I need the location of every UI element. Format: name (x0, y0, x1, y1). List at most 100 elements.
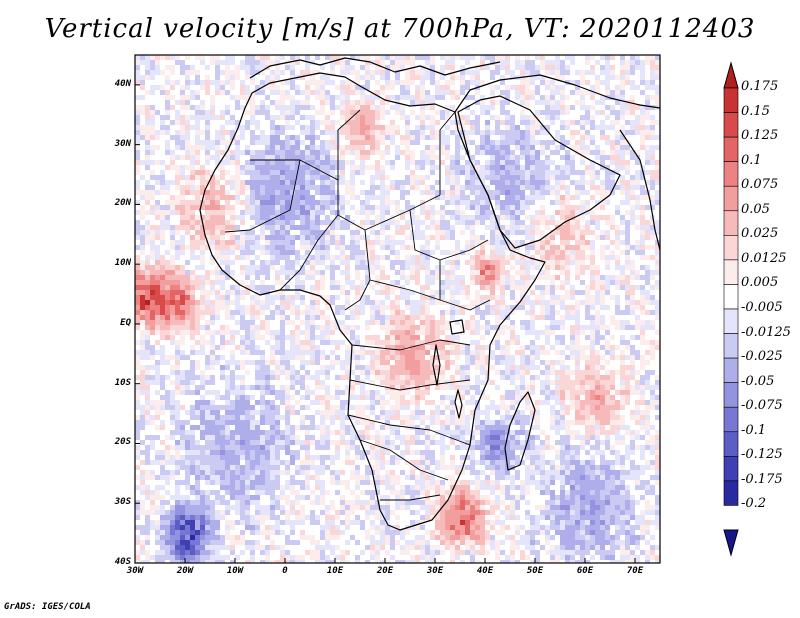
field-cell (540, 165, 546, 171)
field-cell (555, 145, 561, 151)
field-cell (225, 290, 231, 296)
field-cell (260, 270, 266, 276)
field-cell (425, 65, 431, 71)
field-cell (200, 265, 206, 271)
field-cell (585, 60, 591, 66)
field-cell (275, 205, 281, 211)
field-cell (385, 105, 391, 111)
field-cell (505, 115, 511, 121)
field-cell (250, 230, 256, 236)
field-cell (545, 140, 551, 146)
field-cell (450, 135, 456, 141)
field-cell (570, 260, 576, 266)
field-cell (220, 95, 226, 101)
field-cell (460, 255, 466, 261)
field-cell (595, 175, 601, 181)
field-cell (390, 185, 396, 191)
field-cell (280, 265, 286, 271)
field-cell (520, 90, 526, 96)
field-cell (255, 240, 261, 246)
field-cell (635, 80, 641, 86)
field-cell (345, 110, 351, 116)
field-cell (565, 140, 571, 146)
field-cell (585, 270, 591, 276)
field-cell (370, 240, 376, 246)
field-cell (575, 180, 581, 186)
field-cell (625, 240, 631, 246)
field-cell (530, 105, 536, 111)
field-cell (150, 270, 156, 276)
field-cell (175, 75, 181, 81)
field-cell (425, 155, 431, 161)
field-cell (340, 100, 346, 106)
field-cell (400, 225, 406, 231)
field-cell (225, 170, 231, 176)
field-cell (235, 65, 241, 71)
field-cell (585, 85, 591, 91)
field-cell (570, 175, 576, 181)
field-cell (140, 180, 146, 186)
field-cell (315, 250, 321, 256)
field-cell (565, 85, 571, 91)
field-cell (630, 120, 636, 126)
field-cell (470, 80, 476, 86)
field-cell (470, 100, 476, 106)
field-cell (325, 195, 331, 201)
field-cell (560, 175, 566, 181)
field-cell (510, 245, 516, 251)
field-cell (525, 115, 531, 121)
field-cell (400, 125, 406, 131)
field-cell (370, 250, 376, 256)
field-cell (400, 110, 406, 116)
field-cell (270, 290, 276, 296)
field-cell (625, 265, 631, 271)
field-cell (520, 155, 526, 161)
field-cell (485, 200, 491, 206)
field-cell (425, 205, 431, 211)
field-cell (485, 165, 491, 171)
field-cell (640, 105, 646, 111)
field-cell (295, 190, 301, 196)
field-cell (615, 250, 621, 256)
field-cell (490, 175, 496, 181)
field-cell (165, 165, 171, 171)
field-cell (365, 95, 371, 101)
field-cell (645, 110, 651, 116)
field-cell (500, 135, 506, 141)
field-cell (525, 140, 531, 146)
field-cell (195, 125, 201, 131)
field-cell (570, 75, 576, 81)
field-cell (410, 95, 416, 101)
field-cell (375, 230, 381, 236)
field-cell (610, 260, 616, 266)
field-cell (610, 180, 616, 186)
field-cell (255, 145, 261, 151)
field-cell (525, 195, 531, 201)
field-cell (370, 70, 376, 76)
field-cell (315, 145, 321, 151)
field-cell (510, 205, 516, 211)
field-cell (550, 65, 556, 71)
field-cell (620, 85, 626, 91)
field-cell (400, 280, 406, 286)
field-cell (360, 140, 366, 146)
field-cell (470, 60, 476, 66)
field-cell (600, 220, 606, 226)
field-cell (305, 95, 311, 101)
field-cell (320, 265, 326, 271)
field-cell (540, 170, 546, 176)
field-cell (385, 100, 391, 106)
field-cell (215, 230, 221, 236)
field-cell (470, 230, 476, 236)
field-cell (410, 120, 416, 126)
field-cell (190, 145, 196, 151)
field-cell (515, 140, 521, 146)
field-cell (485, 280, 491, 286)
field-cell (210, 145, 216, 151)
field-cell (275, 175, 281, 181)
field-cell (255, 270, 261, 276)
field-cell (140, 130, 146, 136)
field-cell (490, 185, 496, 191)
field-cell (400, 170, 406, 176)
field-cell (330, 210, 336, 216)
